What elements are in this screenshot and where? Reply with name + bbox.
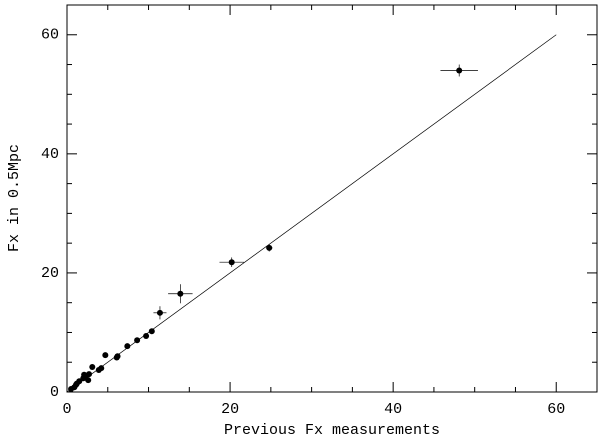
y-tick-label: 60 [41,27,59,44]
point [177,290,184,297]
point [134,337,141,344]
point [266,244,273,251]
point [143,333,150,340]
point [81,371,88,378]
reference-line [66,34,557,393]
point [148,328,155,335]
y-tick-label: 40 [41,146,59,163]
plot-frame [66,4,598,393]
point [124,343,131,350]
point [228,259,235,266]
x-tick-label: 0 [62,401,71,418]
point [113,354,120,361]
point [72,381,79,388]
point [89,363,96,370]
x-tick-label: 20 [221,401,239,418]
point [95,366,102,373]
x-tick-label: 40 [384,401,402,418]
point [456,67,463,74]
x-axis-label: Previous Fx measurements [224,422,440,439]
point [68,386,75,393]
y-axis-label: Fx in 0.5Mpc [6,144,23,252]
point [102,352,109,359]
point [156,309,163,316]
x-tick-label: 60 [547,401,565,418]
point [85,377,92,384]
y-tick-label: 0 [50,384,59,401]
y-tick-label: 20 [41,265,59,282]
